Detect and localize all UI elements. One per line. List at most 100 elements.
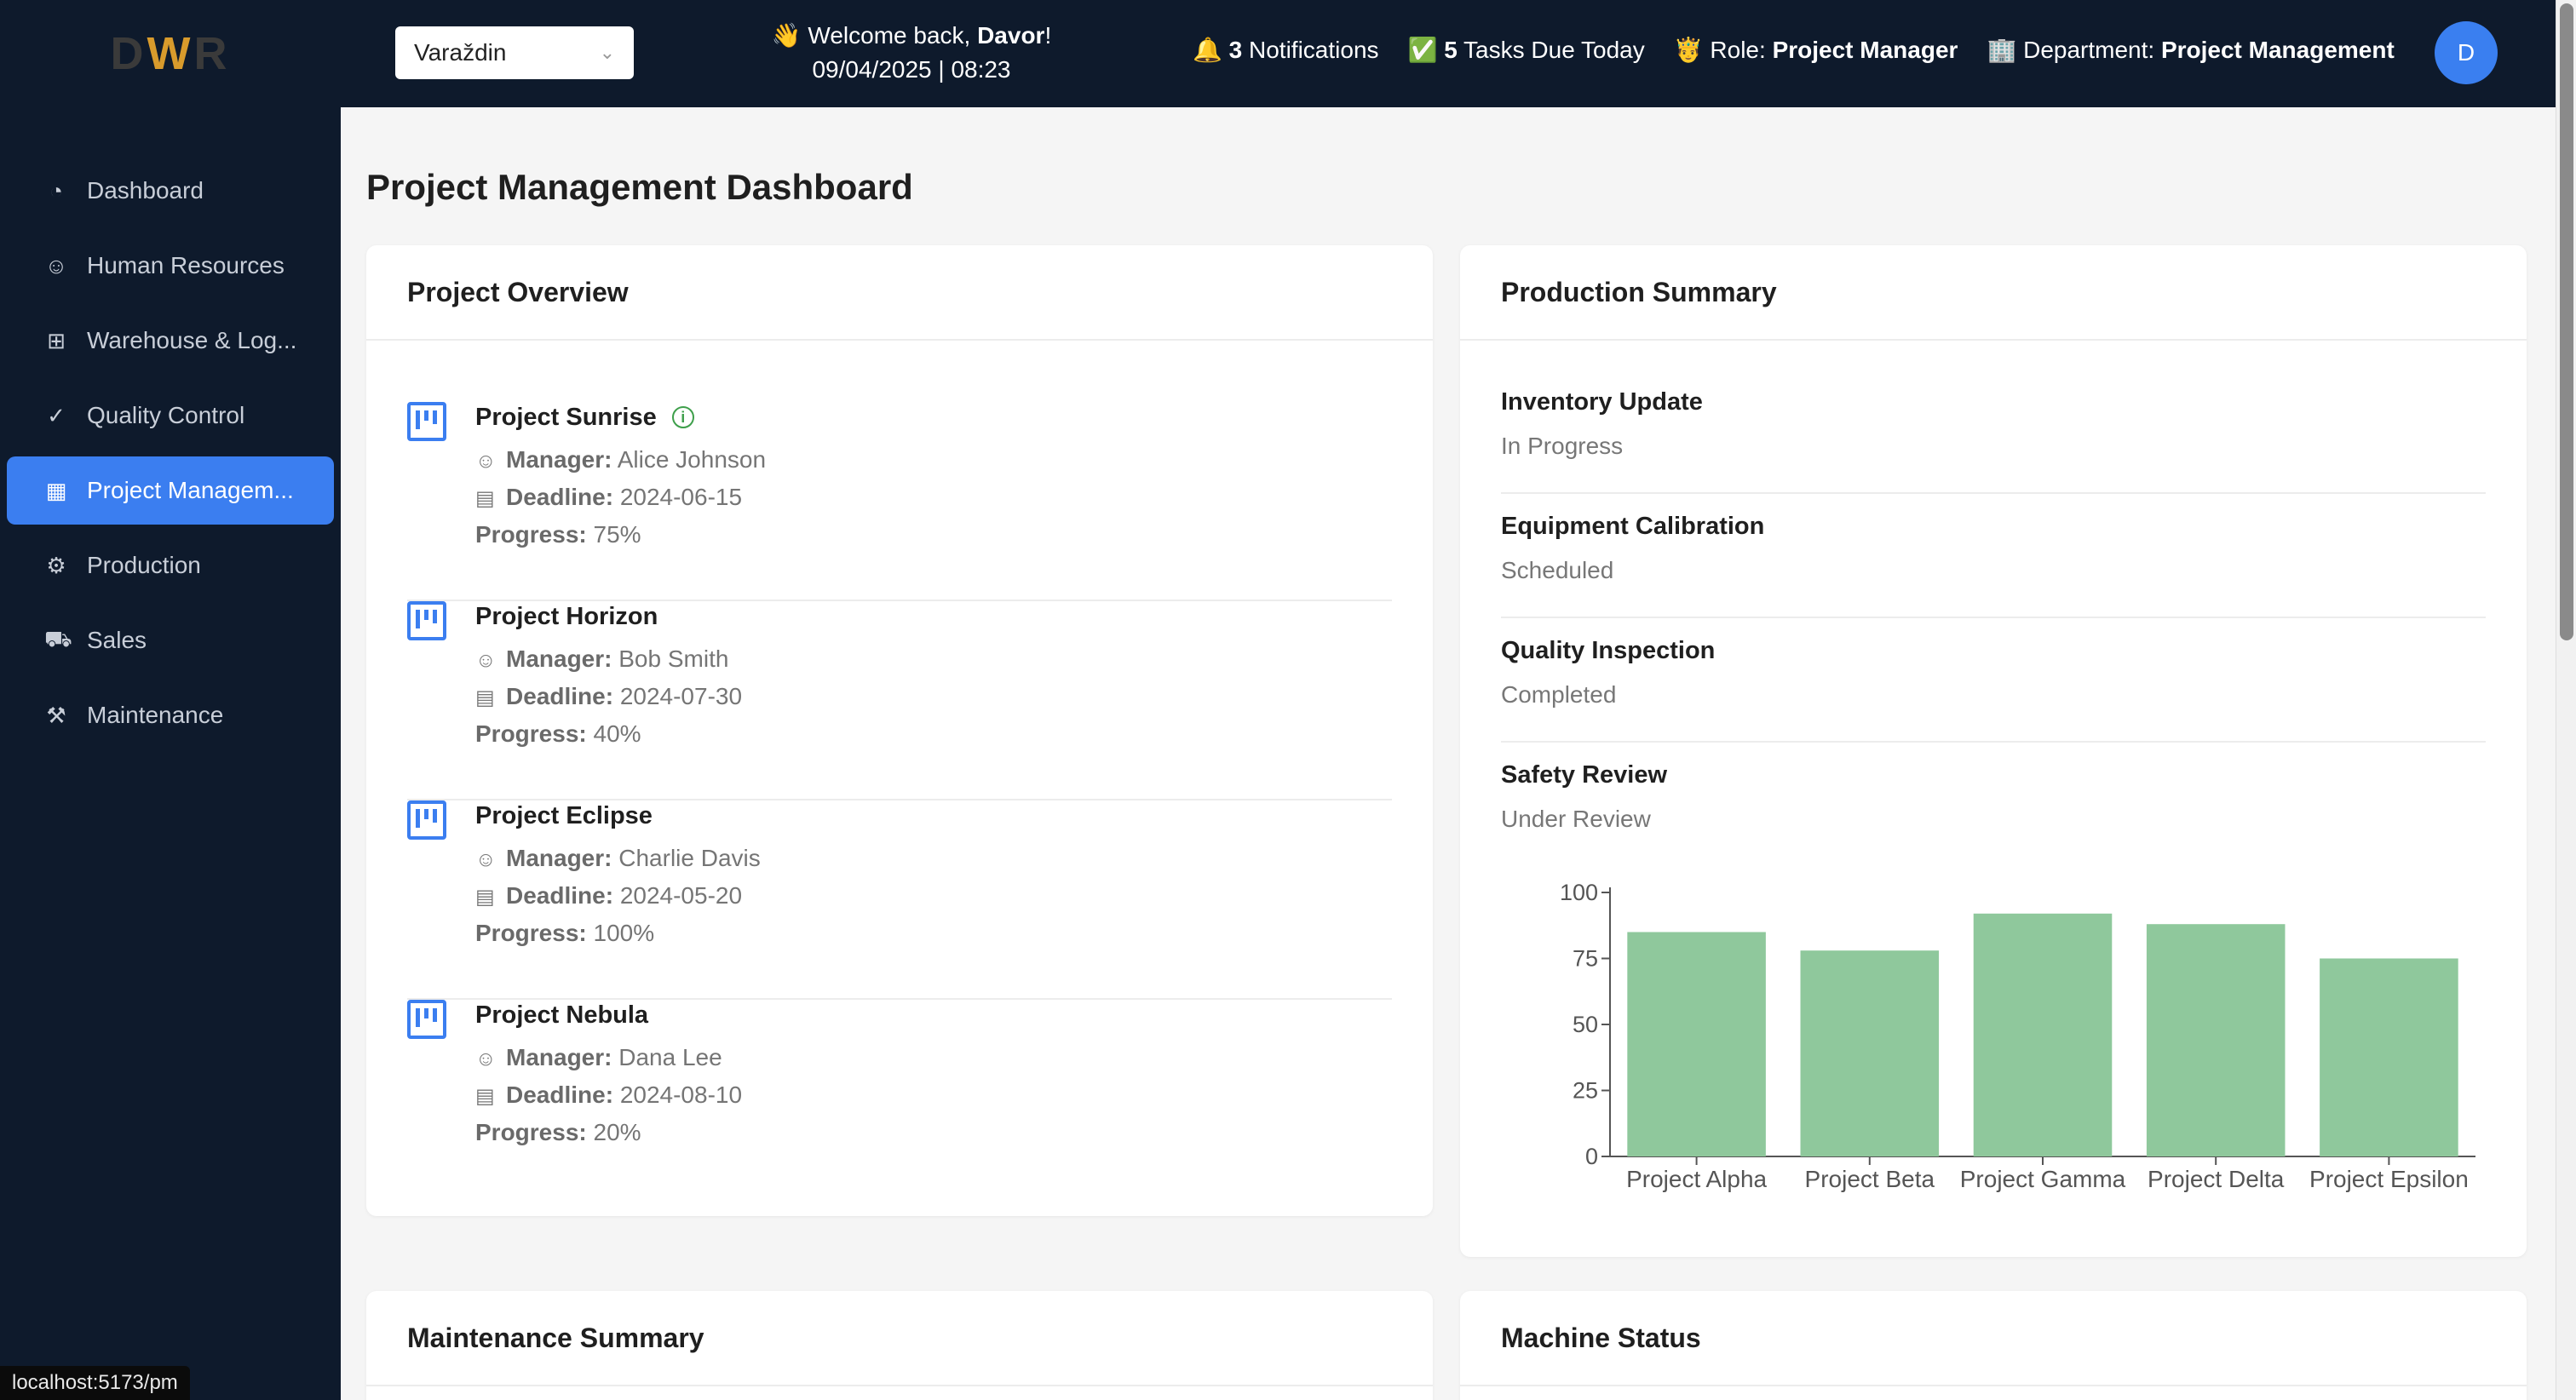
card-title: Maintenance Summary [366, 1291, 1433, 1386]
summary-item: Quality Inspection Completed [1501, 618, 2486, 743]
project-deadline: ▤ Deadline: 2024-08-10 [475, 1082, 743, 1108]
user-icon: ☺ [475, 649, 497, 672]
header-stats: 🔔 3 Notifications ✅ 5 Tasks Due Today 🤴 … [1193, 36, 2395, 64]
project-manager: ☺ Manager: Bob Smith [475, 645, 729, 672]
bar [1973, 913, 2113, 1156]
calendar-icon: ▤ [475, 487, 495, 510]
sidebar-item-sales[interactable]: ⛟ Sales [7, 606, 334, 674]
tasks-link[interactable]: ✅ 5 Tasks Due Today [1407, 37, 1645, 63]
project-item[interactable]: Project Sunrise i ☺ Manager: Alice Johnson… [407, 402, 1392, 601]
user-icon: ☺ [44, 252, 68, 278]
project-deadline: ▤ Deadline: 2024-05-20 [475, 882, 743, 909]
checkmark-icon: ✅ [1407, 37, 1438, 63]
x-tick-label: Project Alpha [1626, 1166, 1767, 1192]
sidebar-item-production[interactable]: ⚙ Production [7, 531, 334, 600]
wrench-icon: ⚒ [46, 702, 66, 728]
sidebar-item-dashboard[interactable]: ◔ Dashboard [7, 157, 334, 225]
bell-icon: 🔔 [1193, 37, 1222, 63]
chevron-down-icon: ⌄ [599, 42, 615, 63]
check-circle-icon: ✓ [47, 402, 66, 428]
y-tick-label: 100 [1560, 880, 1598, 905]
project-progress: Progress: 100% [475, 920, 655, 946]
project-manager: ☺ Manager: Alice Johnson [475, 446, 767, 473]
sidebar-item-project-management[interactable]: ▦ Project Managem... [7, 456, 334, 525]
x-tick-label: Project Delta [2148, 1166, 2285, 1192]
summary-item: Safety Review Under Review [1501, 761, 1668, 832]
department-info: 🏢 Department: Project Management [1987, 37, 2395, 63]
project-item[interactable]: Project Eclipse ☺ Manager: Charlie Davis … [407, 800, 1392, 1000]
sidebar-item-human-resources[interactable]: ☺ Human Resources [44, 252, 285, 278]
datetime: 09/04/2025 | 08:23 [812, 56, 1011, 83]
kanban-icon [407, 800, 446, 840]
info-icon[interactable]: i [671, 406, 694, 428]
project-name: Project Eclipse [475, 802, 653, 829]
project-name: Project Sunrise i [475, 404, 694, 432]
role-icon: 🤴 [1673, 37, 1704, 63]
calendar-icon: ▤ [475, 686, 495, 709]
summary-status: Scheduled [1501, 557, 1614, 583]
user-icon: ☺ [475, 1047, 497, 1070]
location-value: Varaždin [414, 39, 507, 66]
project-deadline: ▤ Deadline: 2024-06-15 [475, 484, 743, 510]
notifications-link[interactable]: 🔔 3 Notifications [1193, 37, 1379, 63]
location-select[interactable]: Varaždin ⌄ [395, 26, 634, 79]
sidebar-item-quality-control[interactable]: ✓ Quality Control [7, 382, 334, 450]
page-title: Project Management Dashboard [366, 167, 913, 207]
status-bar-url: localhost:5173/pm [0, 1366, 190, 1400]
summary-item: Equipment Calibration Scheduled [1501, 494, 2486, 618]
cart-icon: ⛟ [44, 625, 72, 651]
building-icon: 🏢 [1987, 37, 2017, 63]
page-scrollbar[interactable] [2556, 0, 2576, 1400]
project-progress: Progress: 20% [475, 1119, 641, 1145]
bar [1800, 950, 1940, 1156]
scrollbar-thumb[interactable] [2560, 3, 2573, 640]
x-tick-label: Project Beta [1805, 1166, 1935, 1192]
summary-status: Under Review [1501, 806, 1651, 832]
summary-status: Completed [1501, 681, 1617, 708]
project-manager: ☺ Manager: Charlie Davis [475, 845, 761, 871]
y-tick-label: 25 [1573, 1078, 1598, 1104]
project-item[interactable]: Project Horizon ☺ Manager: Bob Smith ▤ Dea… [407, 601, 1392, 800]
project-progress: Progress: 75% [475, 521, 641, 548]
project-item[interactable]: Project Nebula ☺ Manager: Dana Lee ▤ Deadl… [407, 1000, 1392, 1199]
summary-item: Inventory Update In Progress [1501, 370, 2486, 494]
bar [2146, 924, 2286, 1156]
y-tick-label: 0 [1585, 1144, 1598, 1169]
role-info: 🤴 Role: Project Manager [1673, 37, 1958, 63]
project-name: Project Nebula [475, 1001, 649, 1029]
card-title: Production Summary [1460, 245, 2527, 341]
sidebar-item-warehouse[interactable]: ⊞ Warehouse & Log... [7, 307, 334, 375]
machine-status-card: Machine Status [1460, 1291, 2527, 1400]
project-deadline: ▤ Deadline: 2024-07-30 [475, 683, 743, 709]
project-overview-card: Project Overview Project Sunrise i ☺ Manag… [366, 245, 1433, 1216]
project-name: Project Horizon [475, 603, 658, 630]
y-tick-label: 75 [1573, 946, 1598, 972]
welcome-message: 👋 Welcome back, Davor! 09/04/2025 | 08:2… [733, 19, 1090, 87]
project-manager: ☺ Manager: Dana Lee [475, 1044, 722, 1070]
project-icon: ▦ [45, 477, 67, 503]
grid-icon: ⊞ [47, 327, 66, 353]
summary-status: In Progress [1501, 433, 1624, 459]
maintenance-summary-card: Maintenance Summary [366, 1291, 1433, 1400]
avatar[interactable]: D [2435, 21, 2498, 84]
gear-icon: ⚙ [46, 552, 66, 578]
y-tick-label: 50 [1573, 1012, 1598, 1037]
bar [2320, 958, 2458, 1156]
kanban-icon [407, 1000, 446, 1039]
bar [1627, 932, 1766, 1156]
x-tick-label: Project Epsilon [2309, 1166, 2469, 1192]
card-title: Machine Status [1460, 1291, 2527, 1386]
project-progress: Progress: 40% [475, 720, 641, 747]
card-title: Project Overview [366, 245, 1433, 341]
calendar-icon: ▤ [475, 1085, 495, 1108]
x-tick-label: Project Gamma [1960, 1166, 2126, 1192]
kanban-icon [407, 402, 446, 441]
kanban-icon [407, 601, 446, 640]
sidebar: ◔ Dashboard ☺ Human Resources ⊞ Warehouse &… [0, 107, 341, 1400]
sidebar-item-maintenance[interactable]: ⚒ Maintenance [7, 681, 334, 749]
user-icon: ☺ [475, 450, 497, 473]
dashboard-icon: ◔ [49, 177, 63, 204]
calendar-icon: ▤ [475, 886, 495, 909]
